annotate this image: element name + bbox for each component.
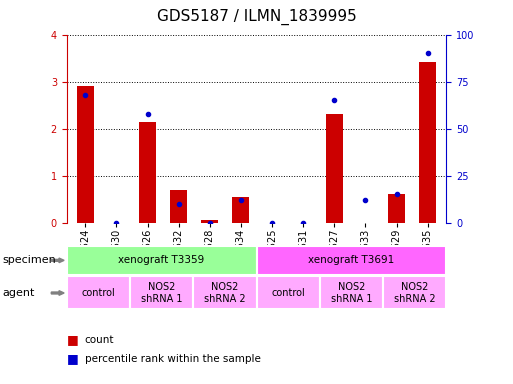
Bar	[388, 194, 405, 223]
Bar	[77, 86, 94, 223]
Text: control: control	[82, 288, 115, 298]
Bar	[326, 114, 343, 223]
Point	[299, 220, 307, 226]
Text: percentile rank within the sample: percentile rank within the sample	[85, 354, 261, 364]
Text: agent: agent	[3, 288, 35, 298]
Text: specimen: specimen	[3, 255, 56, 265]
Point	[237, 197, 245, 203]
Point	[81, 92, 89, 98]
Text: control: control	[271, 288, 305, 298]
Bar	[232, 197, 249, 223]
Bar	[139, 122, 156, 223]
Point	[330, 98, 339, 104]
Text: xenograft T3359: xenograft T3359	[119, 255, 205, 265]
Text: ■: ■	[67, 333, 78, 346]
Bar	[170, 190, 187, 223]
Text: NOS2
shRNA 2: NOS2 shRNA 2	[394, 282, 436, 304]
Text: xenograft T3691: xenograft T3691	[308, 255, 394, 265]
Text: count: count	[85, 335, 114, 345]
Point	[112, 220, 121, 226]
Point	[174, 201, 183, 207]
Text: NOS2
shRNA 1: NOS2 shRNA 1	[141, 282, 182, 304]
Text: NOS2
shRNA 2: NOS2 shRNA 2	[204, 282, 246, 304]
Text: ■: ■	[67, 353, 78, 366]
Point	[206, 220, 214, 226]
Text: GDS5187 / ILMN_1839995: GDS5187 / ILMN_1839995	[156, 9, 357, 25]
Point	[361, 197, 369, 203]
Bar	[419, 62, 436, 223]
Point	[392, 192, 401, 198]
Point	[268, 220, 276, 226]
Point	[144, 111, 152, 117]
Bar	[201, 220, 219, 223]
Text: NOS2
shRNA 1: NOS2 shRNA 1	[331, 282, 372, 304]
Point	[424, 50, 432, 56]
